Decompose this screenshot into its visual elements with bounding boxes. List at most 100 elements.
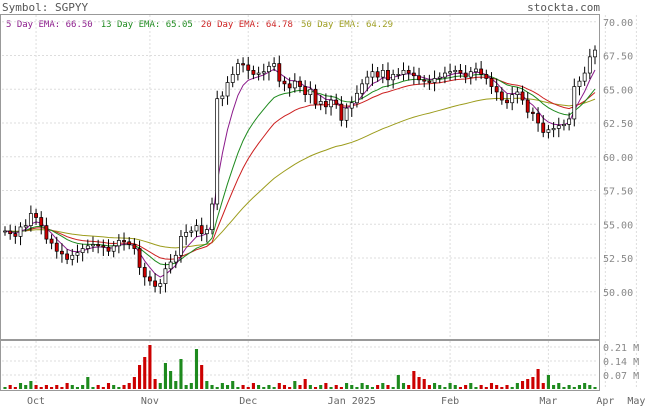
volume-bar bbox=[288, 387, 292, 389]
candle-body bbox=[220, 95, 225, 100]
candle-body bbox=[282, 80, 287, 85]
candle-body bbox=[458, 69, 463, 74]
candle-body bbox=[308, 88, 313, 96]
ema-legend-item: 20 Day EMA: 64.78 bbox=[200, 20, 293, 30]
symbol-label: Symbol: SGPYY bbox=[2, 1, 89, 14]
candle-body bbox=[168, 261, 173, 270]
volume-bar bbox=[267, 385, 271, 389]
candle-body bbox=[184, 232, 189, 237]
volume-bar bbox=[205, 381, 209, 389]
candle-body bbox=[39, 217, 44, 226]
candle-body bbox=[298, 80, 302, 87]
price-axis-labels: 70.00 67.50 65.00 62.50 60.00 57.50 55.00 52.50… bbox=[603, 18, 633, 299]
candle-body bbox=[572, 86, 577, 120]
volume-bar bbox=[298, 385, 302, 389]
volume-bar bbox=[541, 383, 545, 389]
volume-bar bbox=[433, 383, 437, 389]
candle-body bbox=[505, 99, 509, 104]
candle-body bbox=[235, 63, 240, 75]
candle-body bbox=[3, 230, 7, 233]
volume-bar bbox=[500, 387, 504, 389]
candle-body bbox=[525, 99, 530, 113]
candle-body bbox=[334, 99, 339, 105]
candle-body bbox=[406, 69, 411, 74]
date-tick-label: Apr bbox=[596, 396, 614, 406]
volume-bar bbox=[474, 387, 478, 389]
candle-body bbox=[163, 268, 168, 284]
volume-bar bbox=[241, 385, 245, 389]
volume-bar bbox=[122, 385, 126, 389]
candle-body bbox=[70, 254, 75, 260]
ema-legend-item: 50 Day EMA: 64.29 bbox=[300, 20, 394, 30]
volume-bar bbox=[8, 385, 12, 389]
volume-bar bbox=[510, 387, 514, 389]
price-tick-label: 50.00 bbox=[603, 288, 633, 299]
candle-body bbox=[360, 83, 365, 94]
candle-body bbox=[323, 101, 328, 108]
volume-bar bbox=[29, 381, 33, 389]
volume-bar bbox=[329, 387, 333, 389]
candle-body bbox=[313, 88, 318, 105]
candle-body bbox=[587, 56, 592, 74]
volume-bar bbox=[117, 387, 121, 389]
candle-body bbox=[215, 98, 220, 205]
candle-body bbox=[75, 252, 80, 256]
volume-bar bbox=[101, 387, 105, 389]
volume-bar bbox=[132, 377, 136, 389]
candle-body bbox=[396, 74, 401, 76]
volume-panel-frame bbox=[0, 340, 600, 391]
candle-body bbox=[54, 242, 59, 252]
ema-legend-item: 5 Day EMA: 66.50 bbox=[6, 20, 93, 30]
candle-body bbox=[541, 122, 546, 133]
candle-body bbox=[380, 69, 385, 78]
candle-body bbox=[318, 101, 323, 105]
price-tick-label: 52.50 bbox=[603, 254, 633, 265]
candle-body bbox=[251, 69, 256, 75]
candle-body bbox=[443, 72, 447, 78]
candle-body bbox=[246, 64, 251, 71]
volume-bar bbox=[412, 371, 416, 389]
volume-bar bbox=[479, 385, 483, 389]
candle-body bbox=[122, 240, 126, 243]
candle-body bbox=[158, 283, 163, 287]
candle-body bbox=[13, 233, 18, 237]
volume-bar bbox=[536, 369, 540, 389]
candle-body bbox=[329, 99, 333, 108]
volume-bar bbox=[34, 385, 38, 389]
volume-bar bbox=[458, 387, 462, 389]
candle-body bbox=[225, 82, 230, 97]
candle-body bbox=[44, 225, 49, 240]
candle-body bbox=[101, 245, 106, 248]
volume-bar bbox=[438, 385, 442, 389]
volume-bar bbox=[60, 387, 64, 389]
candle-body bbox=[91, 244, 95, 247]
candle-body bbox=[303, 86, 308, 96]
volume-bar bbox=[96, 385, 100, 389]
volume-bar bbox=[562, 387, 566, 389]
candle-body bbox=[199, 225, 204, 235]
volume-bar bbox=[376, 385, 380, 389]
candle-body bbox=[515, 91, 520, 95]
volume-bar bbox=[345, 383, 349, 389]
candle-body bbox=[499, 91, 504, 101]
candle-body bbox=[551, 128, 556, 131]
volume-bar bbox=[143, 357, 147, 389]
candle-body bbox=[453, 69, 458, 73]
candle-body bbox=[344, 107, 349, 121]
volume-bar bbox=[531, 377, 535, 389]
volume-bar bbox=[169, 371, 173, 389]
candle-body bbox=[28, 213, 33, 226]
candle-body bbox=[437, 76, 442, 79]
candle-body bbox=[272, 63, 277, 67]
volume-bar bbox=[588, 385, 592, 389]
candle-body bbox=[562, 123, 566, 127]
volume-bar bbox=[572, 387, 576, 389]
volume-bar bbox=[396, 375, 400, 389]
candle-body bbox=[386, 69, 390, 81]
candle-body bbox=[448, 71, 452, 74]
volume-bar bbox=[282, 385, 287, 389]
volume-axis-labels: 0.21 M 0.14 M 0.07 M bbox=[603, 343, 639, 382]
candle-body bbox=[422, 79, 427, 82]
volume-bar bbox=[448, 383, 452, 389]
